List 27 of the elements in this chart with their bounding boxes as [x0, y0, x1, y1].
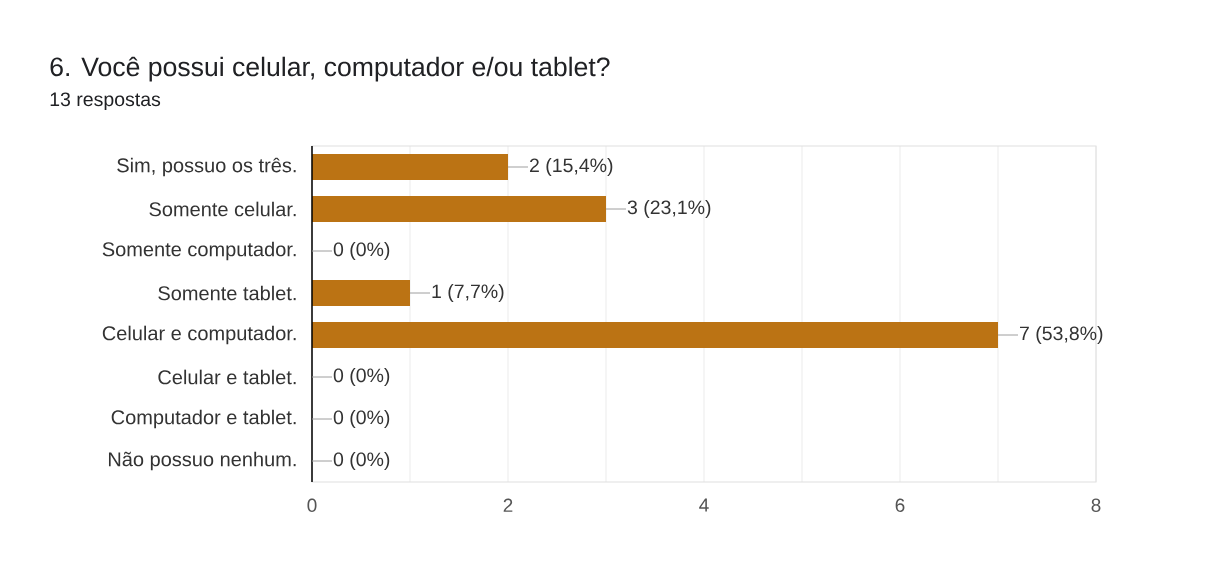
y-tick-label: Sim, possuo os três. [117, 157, 296, 177]
data-label: 0 (0%) [333, 451, 390, 471]
bar [312, 154, 508, 180]
x-tick-label: 2 [503, 498, 513, 512]
x-tick-label: 0 [307, 498, 317, 512]
x-tick-label: 8 [1091, 498, 1101, 512]
y-tick-label: Somente celular. [149, 201, 296, 217]
y-tick-label: Somente computador. [102, 241, 296, 261]
data-label: 0 (0%) [333, 409, 390, 429]
data-label: 0 (0%) [333, 367, 390, 387]
text: 13 respostas [50, 92, 161, 111]
y-tick-label: Não possuo nenhum. [108, 451, 296, 471]
bar [312, 322, 998, 349]
bar [312, 196, 606, 222]
y-tick-label: Celular e tablet. [158, 369, 296, 385]
data-label: 7 (53,8%) [1020, 325, 1103, 345]
chart-title: 6. Você possui celular, computador e/ou tablet? [50, 56, 610, 82]
y-tick-label: Computador e tablet. [111, 409, 296, 429]
x-tick-label: 4 [699, 498, 709, 512]
y-tick-label: Somente tablet. [158, 285, 296, 301]
x-tick-label: 6 [895, 498, 905, 512]
data-label: 1 (7,7%) [432, 283, 504, 303]
data-label: 0 (0%) [333, 241, 390, 261]
y-tick-label: Celular e computador. [102, 325, 296, 345]
bar [312, 280, 410, 306]
data-label: 2 (15,4%) [529, 157, 613, 177]
data-label: 3 (23,1%) [627, 199, 711, 219]
